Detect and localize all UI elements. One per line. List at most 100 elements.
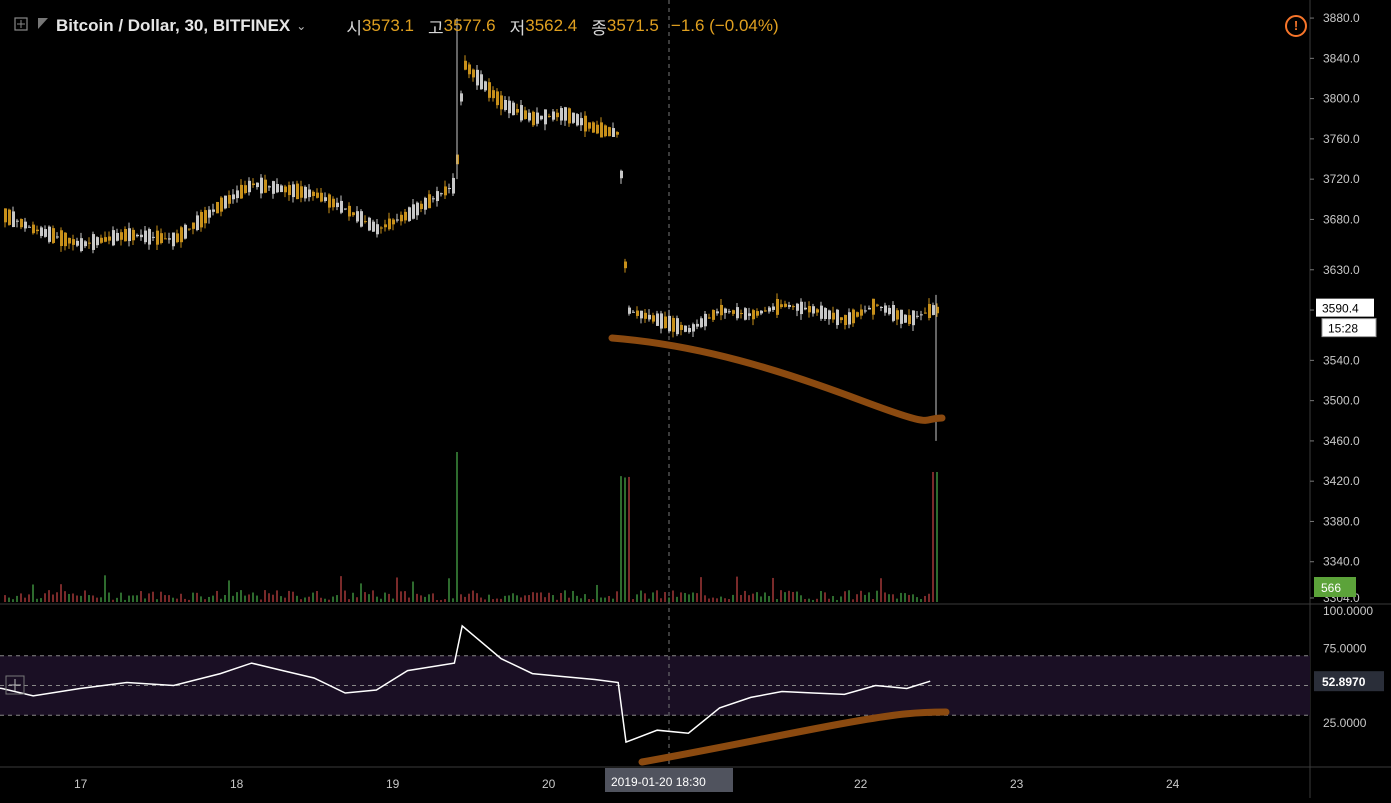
candle-body	[360, 211, 363, 227]
volume-bar	[588, 599, 590, 602]
volume-bar	[820, 590, 822, 602]
volume-bar	[844, 591, 846, 602]
candle-body	[232, 194, 235, 200]
volume-bar	[436, 599, 438, 602]
candle-body	[712, 310, 715, 320]
candle-body	[512, 102, 515, 116]
candle-body	[288, 185, 291, 196]
volume-bar	[860, 590, 862, 602]
volume-bar	[28, 594, 30, 602]
candle-body	[160, 233, 163, 244]
volume-bar	[504, 595, 506, 602]
exclamation-circle-icon[interactable]: !	[1285, 15, 1307, 37]
volume-bar	[284, 597, 286, 602]
chevron-down-icon[interactable]: ⌄	[296, 19, 307, 33]
candle-body	[100, 237, 103, 243]
volume-bar	[800, 595, 802, 602]
volume-bar	[792, 592, 794, 602]
candle-body	[752, 310, 755, 320]
symbol-title[interactable]: Bitcoin / Dollar, 30, BITFINEX	[56, 16, 291, 35]
candle-body	[188, 228, 191, 230]
rsi-current-tag	[1314, 671, 1384, 692]
price-tick-label: 3380.0	[1323, 514, 1360, 528]
volume-bar	[616, 591, 618, 602]
candle-body	[24, 221, 27, 229]
volume-bar	[80, 595, 82, 602]
candle-body	[856, 312, 859, 317]
volume-bar	[864, 594, 866, 602]
volume-bar	[552, 595, 554, 602]
candle-body	[852, 309, 855, 324]
volume-bar	[340, 576, 342, 602]
candle-body	[308, 189, 311, 198]
volume-bar	[556, 599, 558, 602]
volume-last-value: 566	[1321, 581, 1341, 595]
volume-bar	[196, 592, 198, 602]
volume-bars	[4, 452, 938, 602]
candle-body	[572, 112, 575, 123]
volume-bar	[592, 599, 594, 602]
volume-bar	[656, 590, 658, 602]
change-value: −1.6 (−0.04%)	[670, 16, 779, 35]
volume-bar	[264, 590, 266, 602]
volume-bar	[172, 597, 174, 602]
candle-body	[824, 308, 827, 320]
volume-bar	[720, 596, 722, 602]
candle-body	[484, 81, 487, 91]
plus-square-icon[interactable]	[14, 16, 28, 36]
volume-bar	[628, 476, 630, 602]
volume-bar	[560, 592, 562, 602]
volume-bar	[92, 595, 94, 602]
candle-body	[584, 115, 587, 132]
high-label: 고	[427, 18, 444, 38]
volume-bar	[180, 593, 182, 602]
candle-body	[616, 132, 619, 135]
volume-bar	[184, 598, 186, 602]
countdown-value: 15:28	[1328, 322, 1358, 336]
volume-bar	[872, 599, 874, 602]
volume-bar	[400, 591, 402, 602]
candle-body	[468, 64, 471, 75]
candle-body	[120, 232, 123, 240]
volume-bar	[132, 595, 134, 602]
price-tick-label: 3460.0	[1323, 434, 1360, 448]
candle-body	[88, 242, 91, 244]
candle-body	[436, 191, 439, 202]
candle-body	[448, 187, 451, 189]
volume-bar	[724, 598, 726, 602]
candle-body	[76, 240, 79, 246]
candle-body	[8, 209, 11, 225]
candle-body	[720, 304, 723, 316]
volume-bar	[168, 595, 170, 602]
candle-body	[428, 194, 431, 209]
volume-bar	[408, 597, 410, 602]
candle-body	[216, 202, 219, 214]
candle-body	[276, 183, 279, 193]
candle-body	[392, 219, 395, 225]
volume-bar	[492, 599, 494, 602]
volume-bar	[372, 590, 374, 602]
volume-bar	[512, 593, 514, 602]
price-candles	[4, 18, 939, 441]
candle-body	[876, 304, 879, 306]
time-cursor-label: 2019-01-20 18:30	[611, 775, 706, 789]
price-trendline-annotation	[608, 334, 946, 424]
candle-body	[764, 310, 767, 312]
volume-bar	[828, 598, 830, 602]
volume-bar	[908, 594, 910, 602]
volume-bar	[868, 592, 870, 602]
candle-body	[744, 308, 747, 320]
volume-bar	[136, 595, 138, 602]
candle-body	[20, 218, 23, 228]
candle-body	[480, 74, 483, 90]
volume-bar	[484, 599, 486, 602]
volume-bar	[64, 591, 66, 602]
volume-bar	[716, 598, 718, 602]
candle-body	[740, 312, 743, 314]
close-value: 3571.5	[606, 16, 659, 35]
open-label: 시	[346, 18, 362, 38]
volume-bar	[56, 592, 58, 602]
flag-icon[interactable]	[36, 16, 50, 36]
volume-bar	[60, 584, 62, 602]
